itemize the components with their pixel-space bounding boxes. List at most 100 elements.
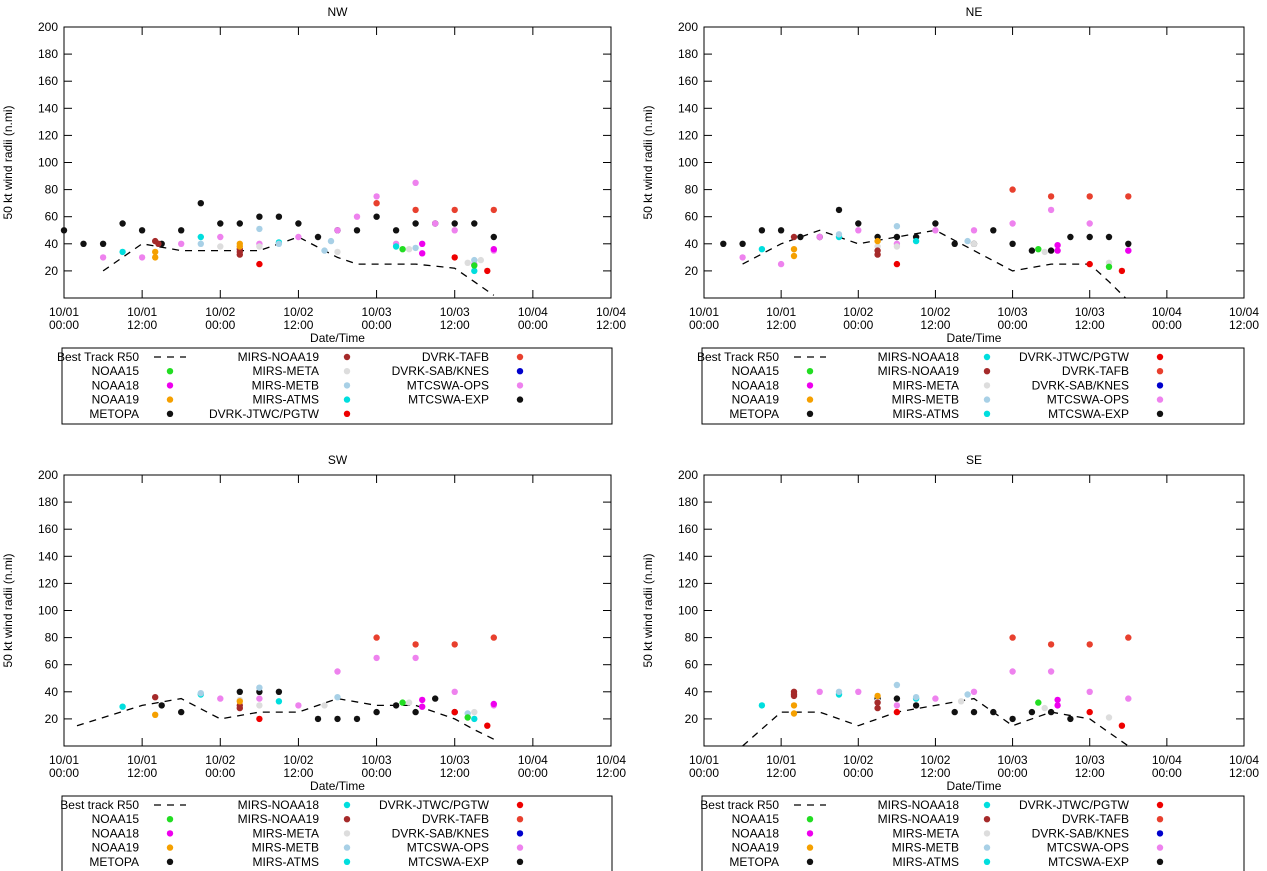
legend-dot-swatch [343, 353, 351, 361]
legend-label: DVRK-TAFB [1062, 364, 1129, 378]
legend-label: Best track R50 [700, 798, 779, 812]
data-point [471, 715, 478, 723]
y-tick-label: 140 [678, 549, 698, 563]
data-point [471, 262, 478, 269]
legend-label: MIRS-ATMS [253, 393, 319, 407]
data-point [1054, 696, 1061, 704]
data-point [874, 704, 881, 712]
data-point [197, 690, 204, 697]
x-axis-label: Date/Time [947, 331, 1002, 345]
y-tick-label: 180 [678, 495, 698, 509]
data-point [412, 179, 419, 186]
data-point [1054, 702, 1061, 709]
x-tick-label-date: 10/02 [843, 305, 873, 319]
data-point [412, 220, 419, 227]
y-tick-label: 200 [38, 20, 58, 34]
legend-dot-swatch [516, 353, 524, 361]
y-tick-label: 180 [38, 495, 58, 509]
series-dvrk-tafb [1009, 634, 1132, 648]
y-tick-label: 20 [45, 264, 59, 278]
data-point [321, 247, 328, 254]
legend-frame [61, 347, 613, 425]
data-point [471, 267, 478, 275]
y-tick-label: 120 [678, 128, 698, 142]
x-tick-label-date: 10/01 [689, 305, 719, 319]
data-point [1028, 247, 1036, 254]
legend-label: DVRK-JTWC/PGTW [379, 798, 490, 812]
series-mirs-noaa19 [152, 694, 243, 712]
x-tick-label-date: 10/01 [49, 753, 79, 767]
legend-label: MIRS-META [893, 378, 959, 392]
data-point [392, 243, 400, 250]
x-tick-label-time: 12:00 [1075, 766, 1105, 780]
data-point [353, 715, 361, 723]
series-noaa19 [790, 692, 881, 717]
chart-title: SE [966, 453, 982, 467]
y-tick-label: 160 [38, 74, 58, 88]
legend-dot-swatch [1156, 396, 1164, 403]
data-point [1067, 233, 1074, 241]
y-tick-label: 40 [45, 685, 59, 699]
data-point [353, 213, 361, 220]
data-point [758, 246, 766, 253]
series-noaa18 [1054, 696, 1061, 709]
data-point [275, 698, 283, 705]
data-point [138, 227, 146, 234]
series-noaa19 [790, 237, 881, 260]
legend-label: MTCSWA-OPS [407, 841, 489, 855]
data-point [1047, 641, 1055, 648]
legend-label: DVRK-TAFB [1062, 812, 1129, 826]
legend-label: MIRS-ATMS [893, 407, 959, 421]
data-point [1118, 722, 1126, 729]
y-tick-label: 120 [38, 128, 58, 142]
legend-dot-swatch [806, 382, 814, 389]
x-tick-label-time: 12:00 [440, 318, 470, 332]
data-point [912, 702, 920, 709]
data-point [138, 254, 146, 261]
x-tick-label-time: 00:00 [1152, 766, 1182, 780]
data-point [484, 267, 491, 275]
x-tick-label-time: 12:00 [283, 318, 313, 332]
series-mirs-noaa19 [790, 688, 881, 712]
data-point [373, 200, 380, 207]
legend-label: METOPA [89, 407, 139, 421]
x-tick-label-date: 10/02 [283, 305, 313, 319]
series-noaa15 [1035, 699, 1042, 706]
x-tick-label-time: 12:00 [127, 318, 157, 332]
data-point [412, 206, 419, 214]
legend-label: DVRK-SAB/KNES [1032, 378, 1129, 392]
data-point [951, 240, 958, 247]
data-point [197, 240, 204, 247]
x-tick-label-date: 10/03 [362, 305, 392, 319]
data-point [256, 243, 263, 250]
data-point [464, 259, 471, 266]
plot-frame [703, 474, 1245, 747]
x-tick-label-date: 10/02 [920, 753, 950, 767]
data-point [1009, 715, 1016, 723]
x-tick-label-time: 00:00 [1152, 318, 1182, 332]
y-tick-label: 100 [678, 604, 698, 618]
legend-dot-swatch [983, 396, 991, 403]
data-point [152, 248, 159, 256]
legend-label: MIRS-META [253, 364, 319, 378]
legend-dot-swatch [1156, 858, 1164, 865]
legend-dot-swatch [516, 801, 524, 809]
data-point [970, 240, 978, 247]
data-point [275, 240, 283, 247]
data-point [197, 233, 204, 241]
data-point [405, 699, 413, 706]
legend-dot-swatch [806, 396, 814, 403]
data-point [855, 688, 862, 695]
data-point [835, 206, 843, 214]
x-tick-label-date: 10/01 [766, 305, 796, 319]
data-point [1041, 704, 1048, 712]
legend-label: NOAA15 [732, 364, 780, 378]
y-tick-label: 160 [678, 74, 698, 88]
data-point [484, 722, 491, 729]
data-point [373, 193, 380, 200]
x-tick-label-date: 10/04 [1152, 305, 1182, 319]
data-point [373, 213, 380, 220]
legend-label: DVRK-TAFB [422, 812, 489, 826]
legend-dot-swatch [1156, 801, 1164, 809]
